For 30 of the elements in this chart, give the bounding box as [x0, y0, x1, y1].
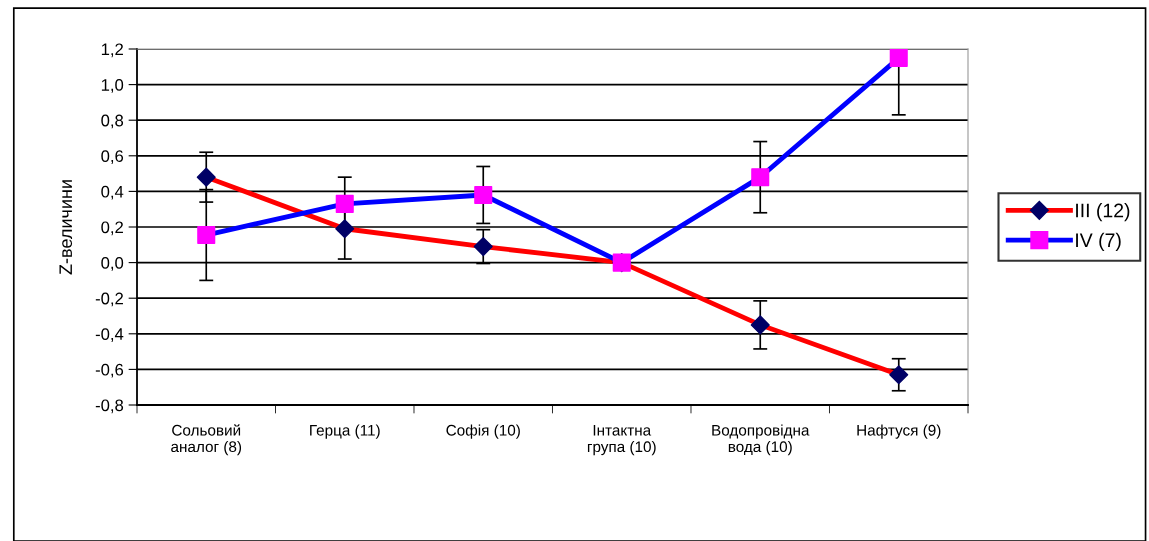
y-tick-label: 0,4 [101, 185, 124, 200]
point [473, 237, 493, 257]
point [197, 225, 216, 245]
point [335, 194, 354, 213]
point [196, 167, 216, 187]
y-tick-label: 0,6 [101, 150, 124, 164]
y-tick-label: -0,6 [95, 363, 124, 378]
y-tick-label: -0,4 [95, 328, 124, 342]
y-tick-label: 0,8 [101, 114, 124, 129]
legend-label: IV (7) [1076, 232, 1121, 251]
x-tick-label: Герца (11) [310, 424, 380, 439]
y-tick-label: 0,2 [101, 221, 123, 236]
point [889, 365, 909, 385]
y-tick-label: -0,8 [95, 399, 124, 414]
point [335, 219, 355, 239]
y-tick-label: 1,2 [101, 43, 123, 58]
x-tick-label: Сольовий аналог (8) [171, 424, 242, 456]
y-tick-label: -0,2 [95, 292, 123, 307]
point [889, 49, 908, 67]
x-tick-label: Інтактна група (10) [587, 425, 656, 456]
x-tick-label: Водопровідна вода (10) [712, 424, 810, 456]
point [750, 315, 770, 335]
point [474, 185, 493, 204]
x-tick-label: Софія (10) [446, 424, 520, 439]
y-tick-label: 1,0 [101, 79, 124, 93]
y-axis-title: Z-величини [59, 180, 73, 275]
y-tick-label: 0,0 [101, 257, 124, 271]
x-tick-label: Нафтуся (9) [857, 424, 941, 439]
point [751, 168, 770, 187]
legend-label: III (12) [1076, 203, 1130, 222]
